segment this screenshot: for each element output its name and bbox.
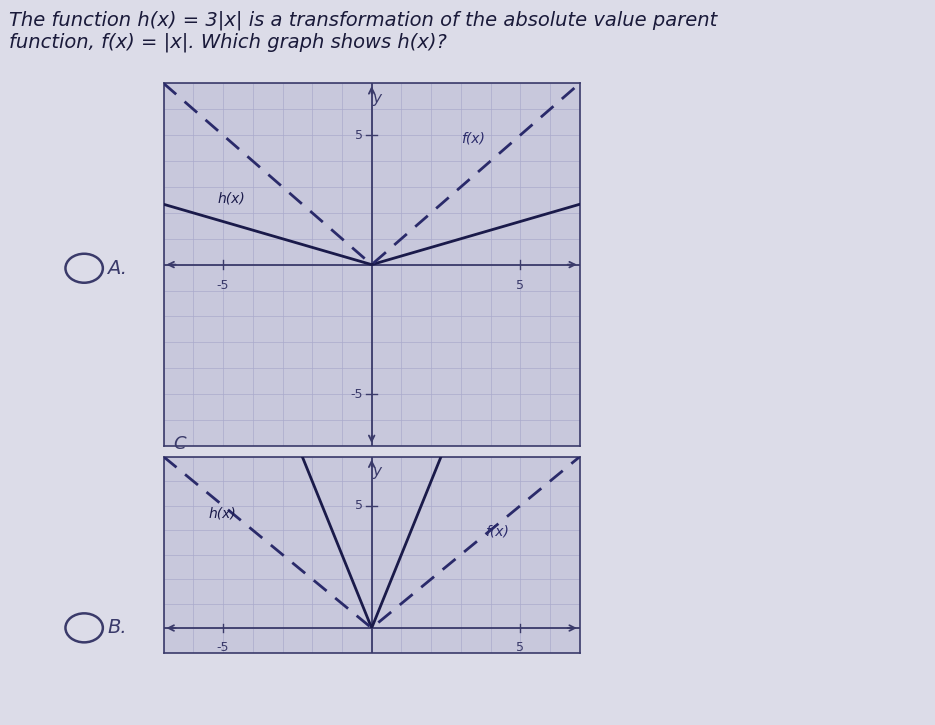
Text: f(x): f(x) (484, 524, 509, 538)
Text: -5: -5 (351, 388, 363, 401)
Text: -5: -5 (217, 642, 229, 655)
Text: 5: 5 (516, 642, 525, 655)
Text: 5: 5 (354, 500, 363, 512)
Text: h(x): h(x) (209, 507, 236, 521)
Text: f(x): f(x) (461, 132, 484, 146)
Text: The function h(x) = 3|x| is a transformation of the absolute value parent: The function h(x) = 3|x| is a transforma… (9, 11, 717, 30)
Text: function, f(x) = |x|. Which graph shows h(x)?: function, f(x) = |x|. Which graph shows … (9, 33, 447, 52)
Text: h(x): h(x) (217, 191, 245, 205)
Text: -5: -5 (217, 279, 229, 292)
Text: 5: 5 (354, 128, 363, 141)
Text: y: y (372, 91, 381, 106)
Text: y: y (372, 464, 381, 479)
Text: B.: B. (108, 618, 127, 637)
Text: C: C (173, 435, 186, 453)
Text: A.: A. (108, 259, 127, 278)
Text: 5: 5 (516, 279, 525, 292)
